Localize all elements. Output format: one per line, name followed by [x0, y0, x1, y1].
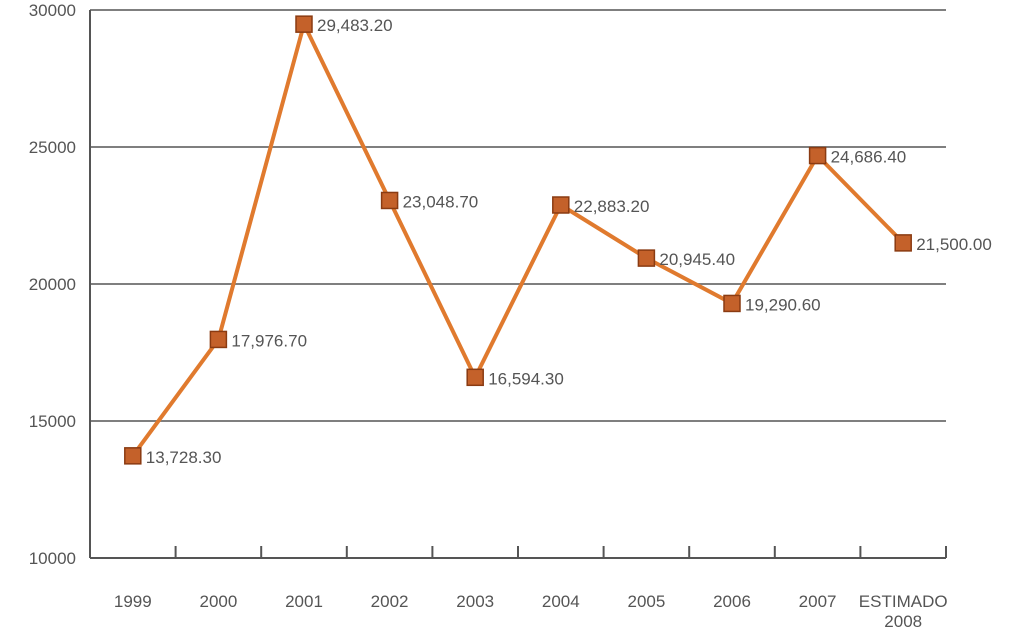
data-label: 24,686.40	[831, 148, 907, 167]
data-point-marker	[124, 447, 142, 465]
x-tick-label: 2001	[285, 592, 323, 611]
data-point-marker	[637, 249, 656, 267]
x-tick-label: 1999	[114, 592, 152, 611]
data-point-marker	[723, 294, 741, 313]
data-label: 29,483.20	[317, 16, 393, 35]
data-markers	[124, 15, 912, 465]
series-line-group	[131, 22, 905, 458]
data-label: 16,594.30	[488, 369, 564, 388]
x-tick-label: 2005	[627, 592, 665, 611]
x-tick-label: 2004	[542, 592, 580, 611]
data-label: 20,945.40	[659, 250, 735, 269]
data-label: 19,290.60	[745, 295, 821, 314]
data-point-marker	[209, 330, 228, 349]
y-tick-label: 20000	[29, 275, 76, 294]
data-label: 17,976.70	[231, 331, 307, 350]
axes: 10000 15000 20000 25000 30000 1999 2000 2001 200…	[29, 1, 948, 631]
data-point-marker	[808, 146, 827, 165]
x-tick-label: 2000	[199, 592, 237, 611]
x-tick-label: 2003	[456, 592, 494, 611]
y-tick-label: 30000	[29, 1, 76, 20]
data-point-marker	[466, 368, 484, 387]
x-tick-label: ESTIMADO 2008	[859, 592, 948, 631]
data-point-marker	[380, 191, 399, 210]
x-tick-label: 2002	[371, 592, 409, 611]
gridlines	[90, 9, 946, 422]
data-point-marker	[552, 196, 570, 214]
data-point-marker	[295, 15, 313, 33]
x-tick-label: 2007	[799, 592, 837, 611]
x-tick-label: 2006	[713, 592, 751, 611]
data-label: 23,048.70	[403, 192, 479, 211]
data-label: 21,500.00	[916, 235, 992, 254]
y-tick-label: 25000	[29, 138, 76, 157]
data-point-marker	[894, 234, 912, 252]
y-tick-label: 10000	[29, 549, 76, 568]
data-label: 13,728.30	[146, 448, 222, 467]
data-labels: 13,728.30 17,976.70 29,483.20 23,048.70 16,5…	[146, 16, 992, 467]
data-label: 22,883.20	[574, 197, 650, 216]
series-line	[131, 22, 905, 458]
y-tick-label: 15000	[29, 412, 76, 431]
